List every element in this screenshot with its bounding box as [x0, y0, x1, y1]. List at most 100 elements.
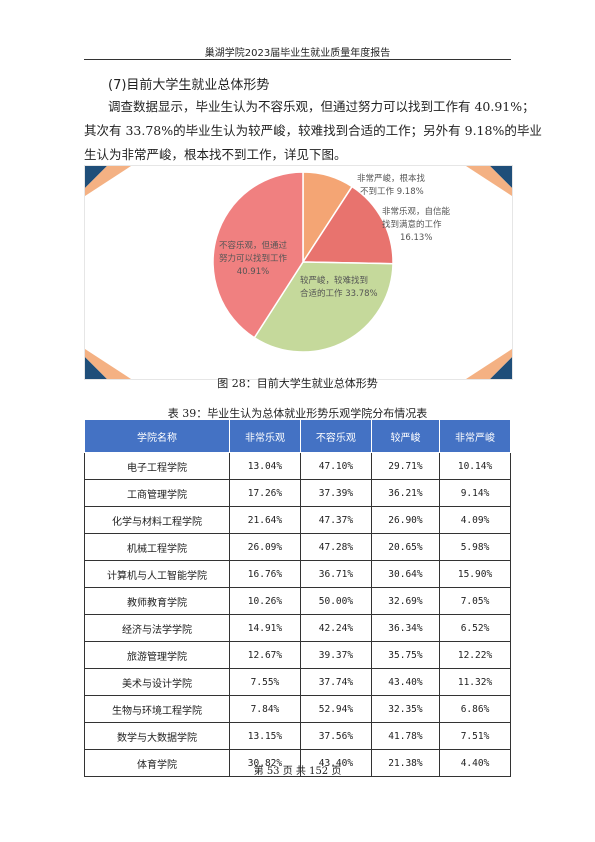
percentage-cell: 7.55% [228, 668, 301, 696]
percentage-cell: 15.90% [439, 560, 511, 588]
table-row: 美术与设计学院 7.55% 37.74% 43.40% 11.32% [84, 668, 511, 696]
college-name-cell: 体育学院 [84, 749, 230, 777]
college-name-cell: 计算机与人工智能学院 [84, 560, 230, 588]
percentage-cell: 7.51% [439, 722, 511, 750]
college-name-cell: 工商管理学院 [84, 479, 230, 507]
percentage-cell: 47.28% [299, 533, 372, 561]
percentage-cell: 20.65% [370, 533, 441, 561]
page-header: 巢湖学院2023届毕业生就业质量年度报告 [204, 48, 391, 59]
paragraph-line: 生认为非常严峻，根本找不到工作，详见下图。 [84, 147, 347, 162]
percentage-cell: 36.34% [370, 614, 441, 642]
college-name-cell: 生物与环境工程学院 [84, 695, 230, 723]
percentage-cell: 5.98% [439, 533, 511, 561]
college-name-cell: 旅游管理学院 [84, 641, 230, 669]
percentage-cell: 36.21% [370, 479, 441, 507]
percentage-cell: 11.32% [439, 668, 511, 696]
table-row: 计算机与人工智能学院 16.76% 36.71% 30.64% 15.90% [84, 560, 511, 588]
percentage-cell: 52.94% [299, 695, 372, 723]
percentage-cell: 13.15% [228, 722, 301, 750]
percentage-cell: 9.14% [439, 479, 511, 507]
percentage-cell: 43.40% [299, 749, 372, 777]
college-name-cell: 机械工程学院 [84, 533, 230, 561]
paragraph-line: 其次有 33.78%的毕业生认为较严峻，较难找到合适的工作；另外有 9.18%的… [84, 123, 542, 138]
percentage-cell: 21.38% [370, 749, 441, 777]
percentage-cell: 6.52% [439, 614, 511, 642]
pie-slice-label: 不容乐观，但通过努力可以找到工作 40.91% [219, 240, 288, 277]
percentage-cell: 4.40% [439, 749, 511, 777]
table-row: 体育学院 30.82% 43.40% 21.38% 4.40% [84, 749, 511, 777]
table-row: 教师教育学院 10.26% 50.00% 32.69% 7.05% [84, 587, 511, 615]
percentage-cell: 47.10% [299, 452, 372, 480]
column-header: 不容乐观 [299, 419, 372, 453]
percentage-cell: 29.71% [370, 452, 441, 480]
table-row: 化学与材料工程学院 21.64% 47.37% 26.90% 4.09% [84, 506, 511, 534]
percentage-cell: 32.35% [370, 695, 441, 723]
table-row: 经济与法学学院 14.91% 42.24% 36.34% 6.52% [84, 614, 511, 642]
corner-decoration [466, 349, 512, 379]
percentage-cell: 12.67% [228, 641, 301, 669]
table-caption: 表 39：毕业生认为总体就业形势乐观学院分布情况表 [167, 407, 428, 420]
college-name-cell: 电子工程学院 [84, 452, 230, 480]
column-header: 较严峻 [370, 419, 441, 453]
corner-decoration [466, 166, 512, 196]
corner-decoration [85, 166, 131, 196]
percentage-cell: 13.04% [228, 452, 301, 480]
college-name-cell: 经济与法学学院 [84, 614, 230, 642]
percentage-cell: 14.91% [228, 614, 301, 642]
figure-caption: 图 28：目前大学生就业总体形势 [217, 377, 378, 390]
percentage-cell: 4.09% [439, 506, 511, 534]
percentage-cell: 7.05% [439, 587, 511, 615]
college-distribution-table: 学院名称 非常乐观 不容乐观 较严峻 非常严峻 电子工程学院 13.04% 47.1… [84, 419, 511, 777]
table-header-row: 学院名称 非常乐观 不容乐观 较严峻 非常严峻 [84, 419, 511, 453]
percentage-cell: 10.14% [439, 452, 511, 480]
column-header: 非常乐观 [228, 419, 301, 453]
table-row: 机械工程学院 26.09% 47.28% 20.65% 5.98% [84, 533, 511, 561]
percentage-cell: 50.00% [299, 587, 372, 615]
percentage-cell: 37.39% [299, 479, 372, 507]
percentage-cell: 30.82% [228, 749, 301, 777]
percentage-cell: 39.37% [299, 641, 372, 669]
percentage-cell: 37.74% [299, 668, 372, 696]
percentage-cell: 43.40% [370, 668, 441, 696]
percentage-cell: 37.56% [299, 722, 372, 750]
table-row: 生物与环境工程学院 7.84% 52.94% 32.35% 6.86% [84, 695, 511, 723]
percentage-cell: 42.24% [299, 614, 372, 642]
percentage-cell: 16.76% [228, 560, 301, 588]
percentage-cell: 10.26% [228, 587, 301, 615]
pie-slice-label: 非常乐观，自信能找到满意的工作 16.13% [382, 206, 451, 243]
percentage-cell: 26.90% [370, 506, 441, 534]
page-footer: 第 53 页 共 152 页 [253, 766, 342, 777]
pie-chart: 非常严峻，根本找不到工作 9.18% 非常乐观，自信能找到满意的工作 16.13% 较… [85, 166, 512, 379]
table-row: 数学与大数据学院 13.15% 37.56% 41.78% 7.51% [84, 722, 511, 750]
college-name-cell: 教师教育学院 [84, 587, 230, 615]
pie-slice-label: 较严峻，较难找到合适的工作 33.78% [300, 275, 378, 299]
column-header: 非常严峻 [439, 419, 511, 453]
pie-slice [212, 171, 304, 339]
pie-slice-label: 非常严峻，根本找不到工作 9.18% [357, 173, 426, 197]
percentage-cell: 7.84% [228, 695, 301, 723]
paragraph-line: 调查数据显示，毕业生认为不容乐观，但通过努力可以找到工作有 40.91%； [108, 99, 535, 114]
table-row: 旅游管理学院 12.67% 39.37% 35.75% 12.22% [84, 641, 511, 669]
corner-decoration [85, 349, 131, 379]
percentage-cell: 26.09% [228, 533, 301, 561]
body-paragraph: 调查数据显示，毕业生认为不容乐观，但通过努力可以找到工作有 40.91%； 其次… [84, 95, 542, 167]
college-name-cell: 美术与设计学院 [84, 668, 230, 696]
percentage-cell: 35.75% [370, 641, 441, 669]
section-title: (7)目前大学生就业总体形势 [108, 78, 270, 93]
percentage-cell: 36.71% [299, 560, 372, 588]
percentage-cell: 30.64% [370, 560, 441, 588]
percentage-cell: 12.22% [439, 641, 511, 669]
percentage-cell: 32.69% [370, 587, 441, 615]
table-row: 工商管理学院 17.26% 37.39% 36.21% 9.14% [84, 479, 511, 507]
percentage-cell: 41.78% [370, 722, 441, 750]
pie-slice [301, 185, 394, 265]
column-header: 学院名称 [84, 419, 230, 453]
percentage-cell: 6.86% [439, 695, 511, 723]
percentage-cell: 47.37% [299, 506, 372, 534]
pie-chart-frame: 非常严峻，根本找不到工作 9.18% 非常乐观，自信能找到满意的工作 16.13% 较… [84, 165, 513, 380]
percentage-cell: 21.64% [228, 506, 301, 534]
header-divider [84, 59, 511, 60]
percentage-cell: 17.26% [228, 479, 301, 507]
college-name-cell: 化学与材料工程学院 [84, 506, 230, 534]
college-name-cell: 数学与大数据学院 [84, 722, 230, 750]
